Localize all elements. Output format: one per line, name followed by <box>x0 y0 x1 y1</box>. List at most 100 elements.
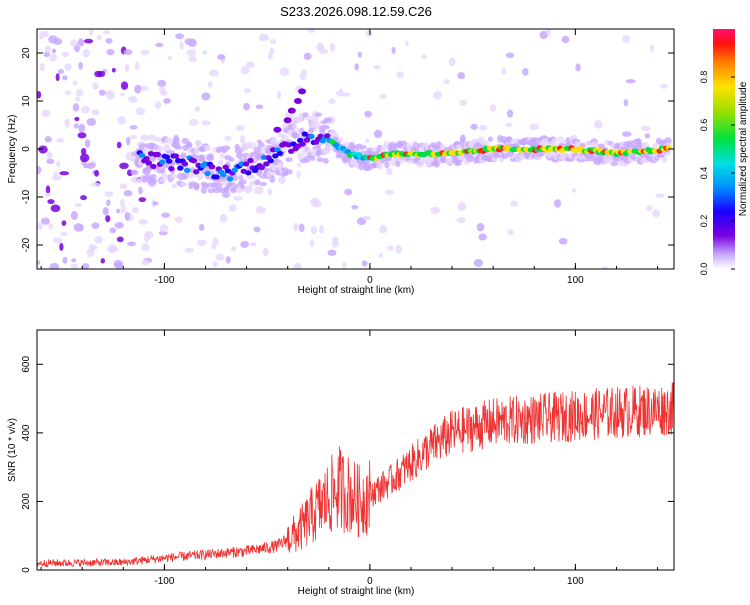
noise-blob <box>507 229 514 236</box>
ridge-blob <box>301 131 308 137</box>
noise-blob <box>561 35 570 44</box>
noise-blob <box>279 67 290 77</box>
colorbar-tick-label: 0.0 <box>699 263 709 276</box>
noise-blob <box>601 266 609 269</box>
noise-blob <box>91 222 100 229</box>
noise-blob <box>42 30 49 38</box>
noise-blob <box>329 42 335 52</box>
noise-blob <box>404 40 410 47</box>
noise-blob <box>228 204 237 212</box>
noise-blob <box>262 247 269 257</box>
colorbar-tick-label: 0.6 <box>699 119 709 132</box>
noise-blob <box>571 188 577 193</box>
noise-blob <box>102 207 109 216</box>
noise-blob <box>161 212 171 218</box>
noise-blob <box>109 227 117 234</box>
spectrogram-y-tick-label: -20 <box>21 237 32 252</box>
ridge-halo-blob <box>132 169 139 176</box>
noise-blob <box>212 237 219 246</box>
noise-blob <box>478 233 487 241</box>
noise-blob <box>77 132 87 139</box>
noise-blob <box>94 236 103 244</box>
noise-blob <box>49 53 57 62</box>
noise-blob <box>319 224 324 234</box>
noise-blob <box>306 29 316 33</box>
noise-blob <box>94 169 100 177</box>
noise-blob <box>117 115 126 125</box>
ridge-blob <box>267 158 275 164</box>
noise-blob <box>167 56 173 61</box>
ridge-halo-blob <box>227 181 236 186</box>
snr-x-tick-label: -100 <box>154 576 174 587</box>
snr-background <box>37 330 674 570</box>
noise-blob <box>328 98 336 105</box>
ridge-halo-blob <box>285 157 293 163</box>
noise-blob <box>309 239 315 248</box>
noise-blob <box>59 243 64 251</box>
noise-blob <box>253 226 261 233</box>
noise-blob <box>476 222 485 232</box>
noise-blob <box>51 175 62 181</box>
noise-blob <box>83 38 94 44</box>
ridge-halo-blob <box>337 137 344 142</box>
noise-blob <box>90 245 98 250</box>
branch-blob <box>287 107 296 114</box>
branch-blob <box>293 98 302 104</box>
noise-blob <box>432 91 443 100</box>
noise-blob <box>51 48 57 54</box>
noise-blob <box>373 129 383 139</box>
noise-blob <box>430 206 440 215</box>
spectrogram-y-tick-label: 20 <box>21 47 32 59</box>
ridge-halo-blob <box>179 182 188 187</box>
noise-blob <box>225 255 231 264</box>
ridge-blob <box>245 170 252 176</box>
noise-blob <box>593 120 603 129</box>
noise-blob <box>61 51 70 58</box>
noise-blob <box>119 162 129 170</box>
noise-blob <box>44 136 53 143</box>
ridge-halo-blob <box>384 161 390 169</box>
noise-blob <box>363 215 372 221</box>
noise-blob <box>65 90 72 95</box>
noise-blob <box>256 205 264 214</box>
noise-blob <box>59 171 70 176</box>
ridge-halo-blob <box>487 136 494 142</box>
noise-blob <box>124 63 130 73</box>
ridge-blob <box>168 166 175 172</box>
ridge-halo-blob <box>221 179 227 186</box>
noise-blob <box>448 57 456 67</box>
ridge-halo-blob <box>159 178 167 183</box>
noise-blob <box>77 38 85 47</box>
noise-blob <box>652 209 660 218</box>
noise-blob <box>92 82 99 90</box>
ridge-blob <box>150 163 157 170</box>
noise-blob <box>184 247 194 254</box>
ridge-halo-blob <box>151 173 157 180</box>
noise-blob <box>57 69 65 74</box>
ridge-halo-blob <box>238 178 247 185</box>
noise-blob <box>106 49 115 56</box>
ridge-halo-blob <box>157 167 166 174</box>
ridge-halo-blob <box>191 153 199 159</box>
noise-blob <box>357 51 363 58</box>
ridge-halo-blob <box>312 121 321 129</box>
noise-blob <box>161 90 168 96</box>
noise-blob <box>184 38 193 45</box>
noise-blob <box>38 145 48 154</box>
ridge-blob <box>247 157 254 164</box>
spectrogram-y-label: Frequency (Hz) <box>7 115 18 184</box>
noise-blob <box>62 256 68 264</box>
noise-blob <box>114 221 124 229</box>
ridge-blob <box>299 141 306 147</box>
ridge-halo-blob <box>285 169 293 175</box>
noise-blob <box>351 204 359 210</box>
ridge-halo-blob <box>144 143 152 149</box>
noise-blob <box>385 167 393 176</box>
noise-blob <box>125 136 131 146</box>
ridge-halo-blob <box>173 145 183 150</box>
noise-blob <box>39 63 46 72</box>
noise-blob <box>73 223 84 232</box>
noise-blob <box>159 224 169 233</box>
ridge-blob <box>184 167 191 173</box>
